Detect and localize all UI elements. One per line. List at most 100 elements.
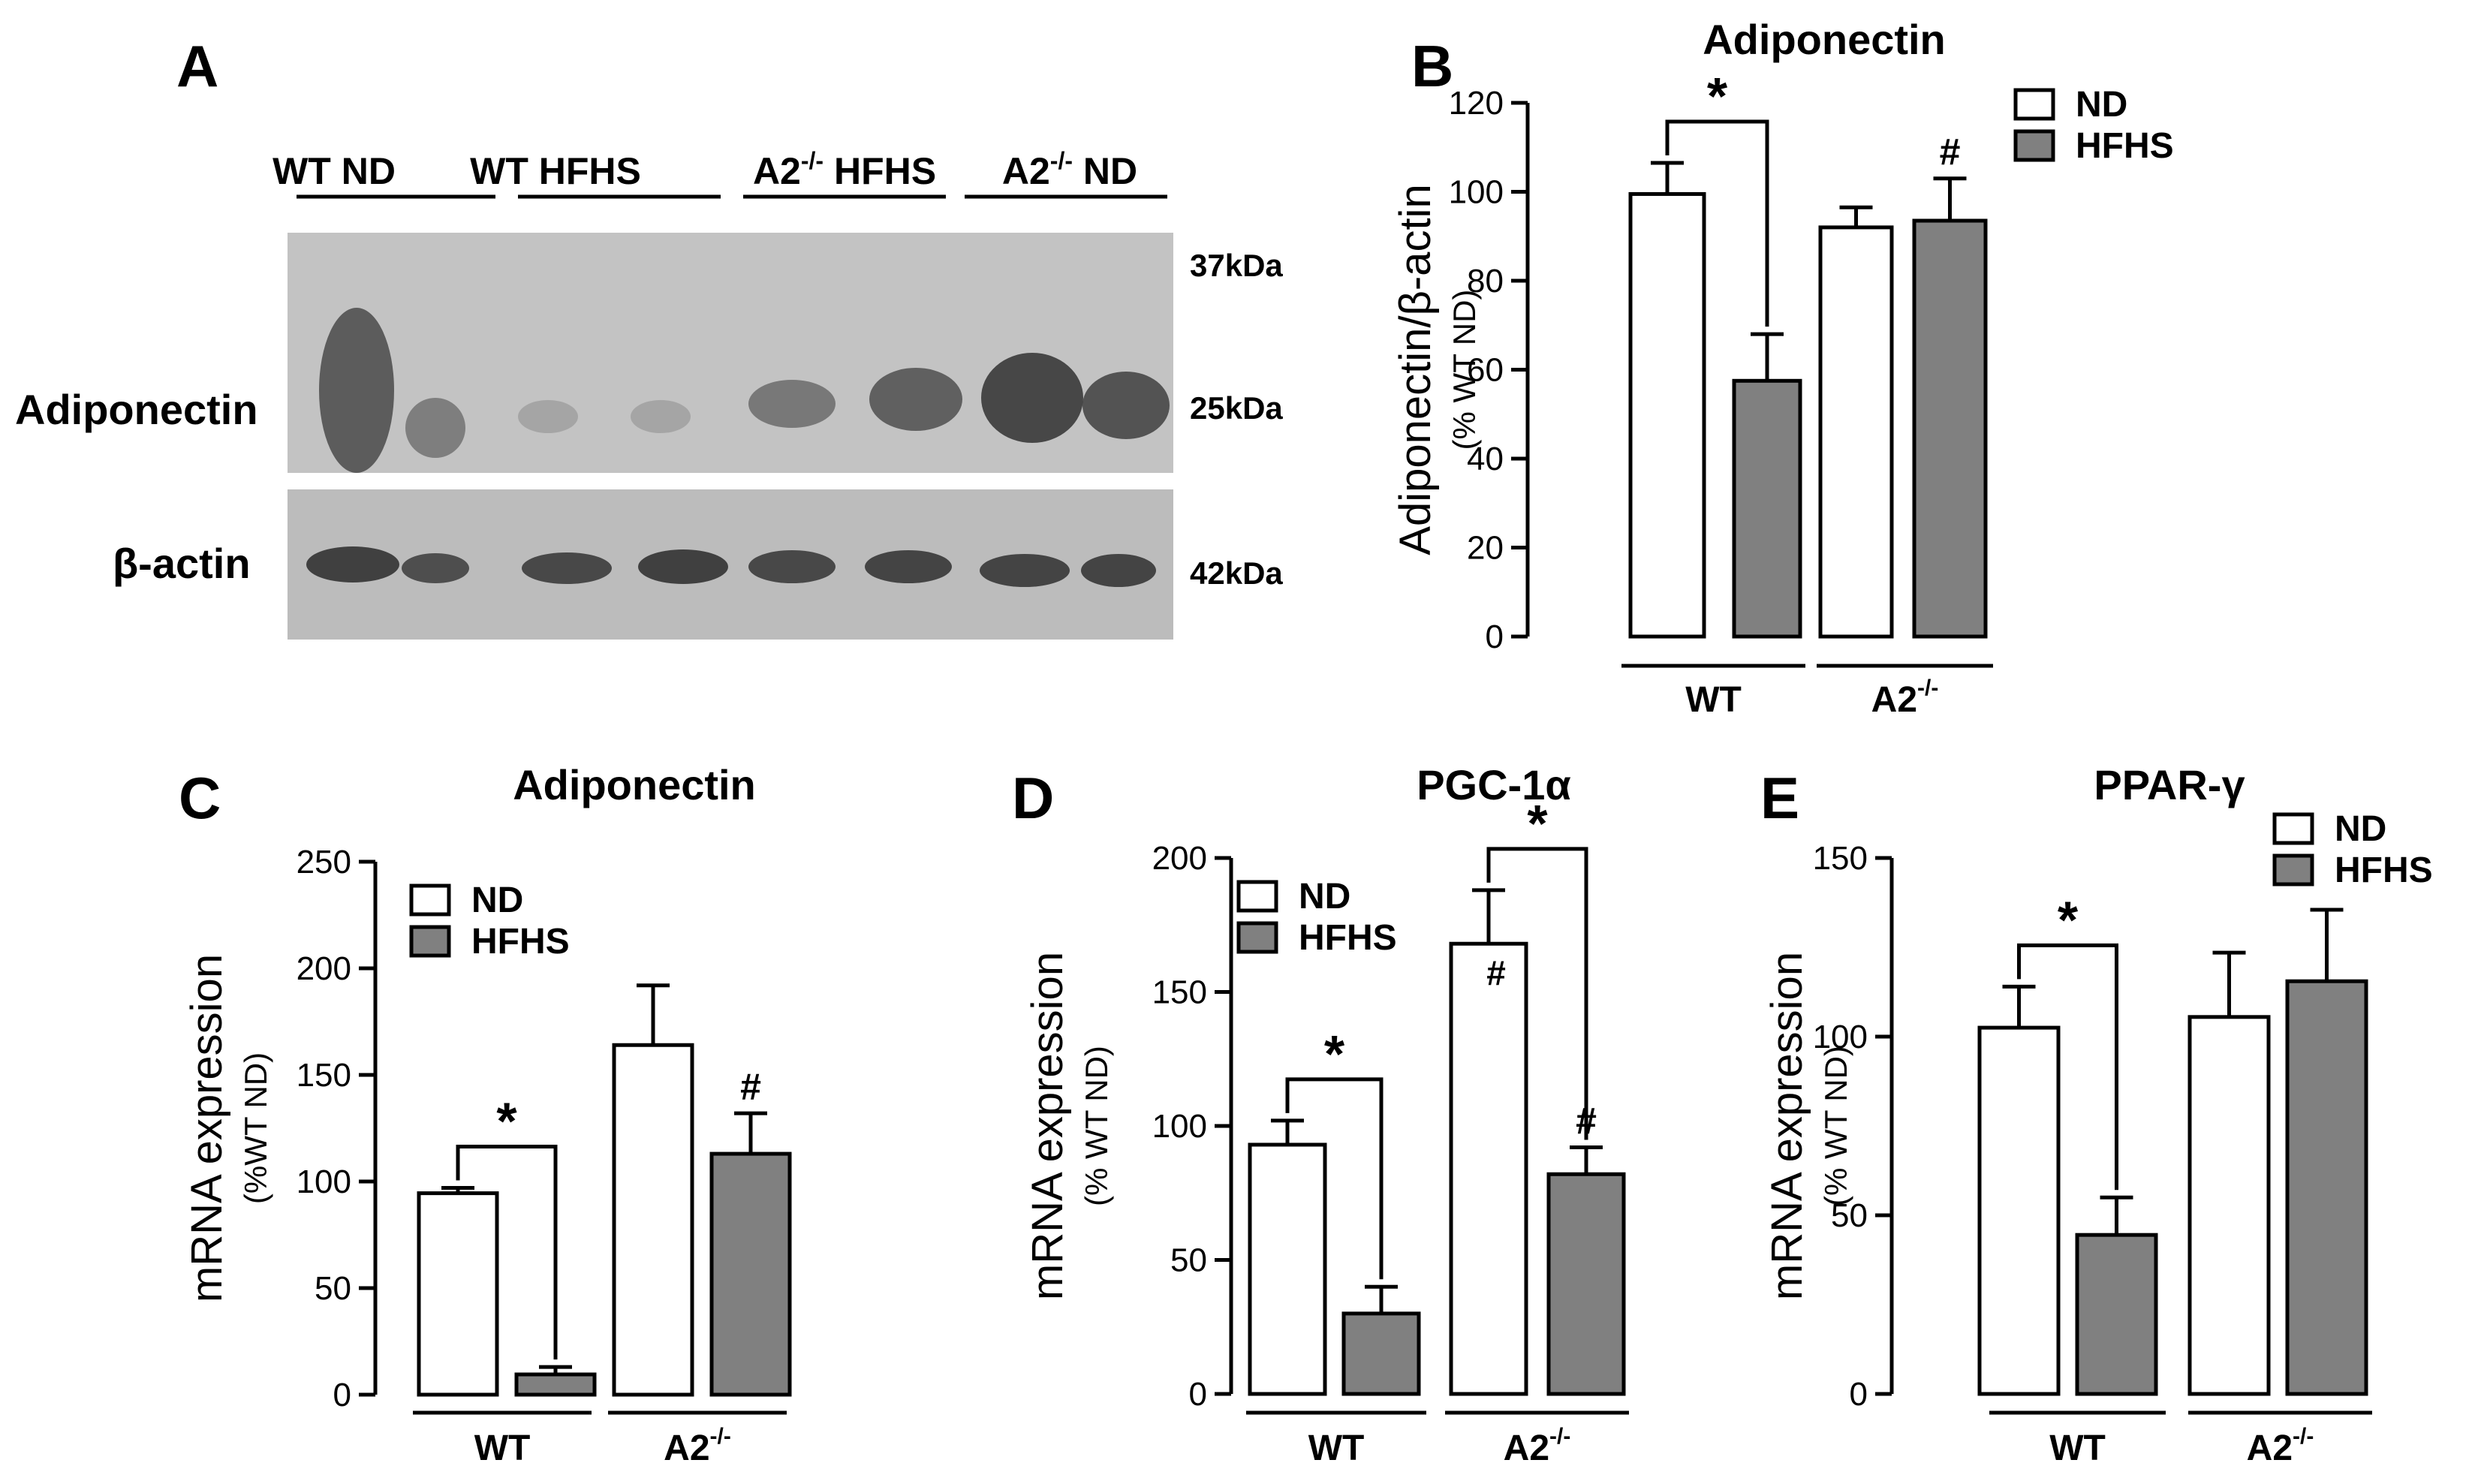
blot-group-label-2: WT HFHS [470, 150, 641, 192]
blot-group-label-3: A2-/- HFHS [753, 147, 936, 192]
bar-nd [1977, 1025, 2061, 1396]
legend-swatch-nd [2272, 812, 2314, 845]
y-tick-label: 0 [1850, 1376, 1868, 1413]
legend-swatch-nd [2013, 88, 2055, 121]
blot-band [319, 308, 394, 473]
y-tick-label: 80 [1467, 263, 1504, 300]
blot-group-label-1: WT ND [272, 150, 396, 192]
legend-label: HFHS [2076, 126, 2174, 166]
y-axis-sublabel: (% WT ND) [1079, 1046, 1114, 1206]
bar-nd [612, 1043, 694, 1397]
blot-band [306, 546, 399, 582]
legend-label: ND [2335, 809, 2386, 849]
panel-letter: B [1411, 33, 1453, 99]
y-tick-label: 60 [1467, 352, 1504, 389]
group-label: WT [1685, 680, 1742, 720]
significance-star: * [1324, 1025, 1345, 1083]
significance-bracket [456, 1145, 558, 1360]
y-tick-label: 150 [297, 1057, 351, 1094]
blot-band [405, 398, 465, 458]
y-axis-label: mRNA expression [1023, 952, 1072, 1300]
y-tick-label: 250 [297, 844, 351, 880]
actin-bands [306, 546, 1156, 587]
bar-hfhs [709, 1151, 792, 1397]
panel-letter: D [1012, 765, 1054, 831]
y-tick-label: 150 [1152, 974, 1207, 1011]
panel-e-chart: E PPAR-γ 0 50 100 150 mRNA expression (% WT ND)… [1760, 761, 2433, 1468]
group-label: A2-/- [2247, 1424, 2314, 1468]
y-tick-label: 40 [1467, 441, 1504, 477]
legend-label: HFHS [471, 922, 570, 962]
bar-hfhs [1546, 1172, 1626, 1396]
y-tick-label: 50 [1170, 1242, 1207, 1279]
panel-d-chart: D PGC-1α 0 50 100 150 200 mRNA expression (% WT … [1012, 761, 1629, 1468]
significance-bracket [2017, 943, 2118, 1191]
y-tick-label: 100 [1813, 1019, 1868, 1055]
blot-band [748, 550, 836, 583]
blot-band [980, 554, 1070, 587]
hash-marker: # [1940, 131, 1961, 173]
legend-label: ND [471, 880, 523, 920]
y-axis-label: mRNA expression [1763, 952, 1811, 1300]
bar-nd [1449, 941, 1528, 1396]
y-tick-label: 0 [1189, 1376, 1207, 1413]
adiponectin-bands [319, 308, 1170, 473]
bar-hfhs [1341, 1311, 1421, 1396]
y-tick-label: 100 [1449, 174, 1504, 211]
y-axis-sublabel: (%WT ND) [238, 1052, 273, 1204]
y-tick-label: 0 [333, 1377, 351, 1413]
y-tick-label: 0 [1486, 619, 1504, 655]
bar-hfhs [514, 1372, 597, 1397]
legend-label: ND [1299, 877, 1350, 917]
bar-hfhs [1912, 218, 1988, 639]
chart-title: PGC-1α [1417, 761, 1571, 808]
chart-title: Adiponectin [1703, 16, 1946, 63]
blot-row-label-actin: β-actin [113, 540, 251, 587]
blot-band [869, 368, 962, 431]
bar-nd [1248, 1142, 1327, 1396]
group-label: WT [1308, 1428, 1365, 1468]
y-tick-label: 50 [315, 1270, 351, 1307]
blot-band [1082, 372, 1170, 439]
y-tick-label: 100 [1152, 1108, 1207, 1145]
chart-title: Adiponectin [513, 761, 756, 808]
blot-band [522, 552, 612, 584]
panel-a-letter: A [176, 33, 218, 99]
y-tick-label: 200 [297, 950, 351, 987]
significance-bracket [1285, 1077, 1384, 1280]
group-label: A2-/- [1504, 1424, 1571, 1468]
y-axis-sublabel: (% WT ND) [1818, 1046, 1853, 1206]
blot-band [402, 553, 469, 583]
y-axis-label: mRNA expression [182, 954, 231, 1302]
legend-label: HFHS [1299, 918, 1397, 958]
panel-c-chart: C Adiponectin 0 50 100 150 200 250 mRNA expressi… [179, 761, 792, 1468]
y-axis-sublabel: (% WT ND) [1447, 290, 1482, 450]
legend-swatch-hfhs [409, 925, 451, 958]
marker-42kda: 42kDa [1190, 555, 1283, 591]
significance-star: * [1707, 67, 1728, 125]
y-tick-label: 100 [297, 1163, 351, 1200]
bar-hfhs [2075, 1233, 2158, 1396]
y-tick-label: 120 [1449, 85, 1504, 122]
hash-marker: # [1576, 1100, 1597, 1142]
legend-swatch-nd [409, 883, 451, 917]
group-label: A2-/- [1871, 676, 1939, 720]
hash-marker: # [740, 1066, 761, 1108]
significance-star: * [1527, 794, 1548, 853]
bar-nd [1818, 225, 1894, 639]
legend-label: HFHS [2335, 850, 2433, 890]
blot-band [638, 549, 728, 584]
y-tick-label: 200 [1152, 840, 1207, 877]
significance-star: * [2058, 890, 2079, 949]
legend-swatch-hfhs [2013, 129, 2055, 162]
chart-title: PPAR-γ [2094, 761, 2245, 808]
blot-band [748, 380, 836, 428]
panel-b-chart: B Adiponectin 0 20 40 60 80 100 120 Adiponectin/β… [1391, 16, 2174, 720]
y-axis-label: Adiponectin/β-actin [1391, 184, 1440, 555]
panel-letter: C [179, 765, 221, 831]
y-tick-label: 150 [1813, 840, 1868, 877]
bar-hfhs [1732, 378, 1802, 639]
legend-swatch-hfhs [2272, 853, 2314, 886]
bar-hfhs [2285, 979, 2368, 1396]
blot-group-label-4: A2-/- ND [1002, 147, 1137, 192]
